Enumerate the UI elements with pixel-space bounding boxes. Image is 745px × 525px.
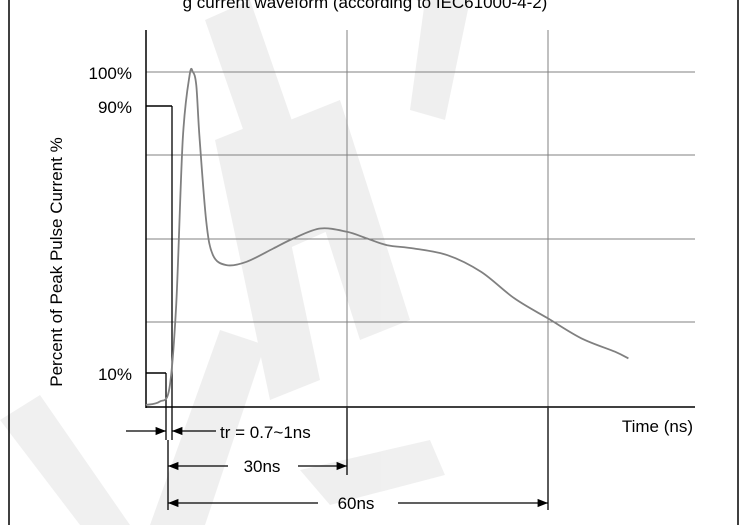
y-tick-label-10: 10%: [98, 365, 132, 384]
y-axis-label: Percent of Peak Pulse Current %: [47, 137, 66, 386]
y-tick-label-100: 100%: [89, 64, 132, 83]
header-fragment: g current waveform (according to IEC6100…: [183, 0, 548, 12]
y-tick-label-90: 90%: [98, 98, 132, 117]
tr-label: tr = 0.7~1ns: [220, 423, 311, 442]
t30-label: 30ns: [244, 457, 281, 476]
x-axis-label: Time (ns): [622, 417, 693, 436]
waveform-curve: [145, 67, 629, 406]
grid: [146, 30, 695, 408]
t60-label: 60ns: [338, 494, 375, 513]
